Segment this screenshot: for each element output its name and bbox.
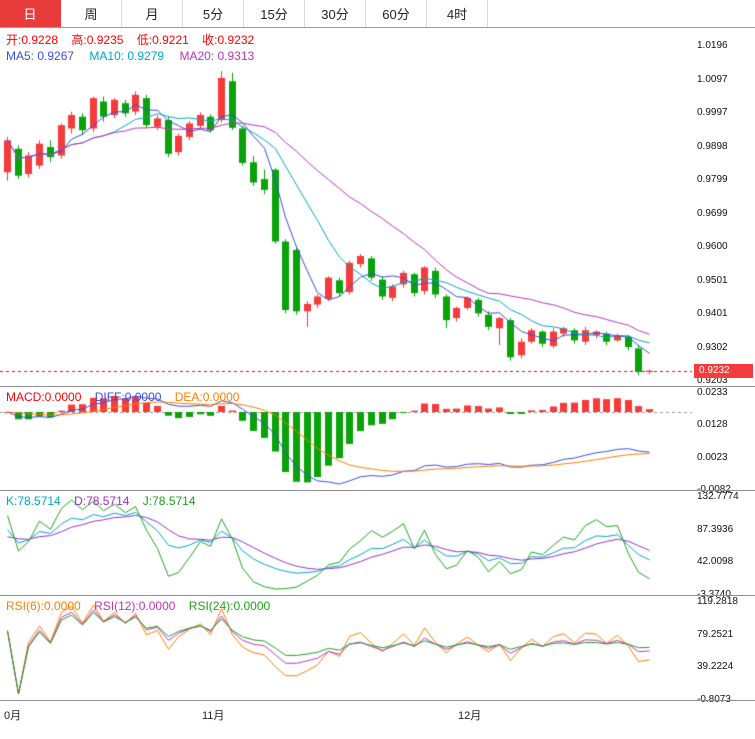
axis-label: 0.9401 <box>697 308 728 319</box>
ma5-value: MA5: 0.9267 <box>6 49 75 63</box>
tab-week[interactable]: 周 <box>61 0 122 27</box>
month-label: 11月 <box>202 710 225 722</box>
rsi24-value: RSI(24):0.0000 <box>188 599 271 613</box>
axis-label: 87.3936 <box>697 523 734 535</box>
ma20-value: MA20: 0.9313 <box>179 49 255 63</box>
month-label: 12月 <box>458 710 482 722</box>
last-price-badge: 0.9232 <box>694 364 753 378</box>
axis-label: 0.9699 <box>697 207 728 219</box>
axis-label: 1.0097 <box>697 73 728 85</box>
axis-label: 79.2521 <box>697 628 734 640</box>
open-value: 开:0.9228 <box>6 33 59 47</box>
chart-canvas[interactable] <box>0 28 692 700</box>
high-value: 高:0.9235 <box>71 33 124 47</box>
rsi-panel: RSI(6):0.0000 RSI(12):0.0000 RSI(24):0.0… <box>0 595 755 705</box>
macd-readout: MACD:0.0000 DIFF:0.0000 DEA:0.0000 <box>6 390 249 404</box>
axis-label: 0.9799 <box>697 174 728 185</box>
low-value: 低:0.9221 <box>136 33 189 47</box>
axis-label: 0.9501 <box>697 274 728 286</box>
time-axis: 0月 11月 12月 <box>0 700 755 739</box>
rsi6-value: RSI(6):0.0000 <box>6 599 81 613</box>
axis-label: 0.9203 <box>697 375 728 386</box>
axis-label: 119.2818 <box>697 596 738 607</box>
axis-label: 0.0233 <box>697 387 728 398</box>
dea-value: DEA:0.0000 <box>174 390 240 404</box>
macd-panel: MACD:0.0000 DIFF:0.0000 DEA:0.0000 0.023… <box>0 386 755 495</box>
axis-label: 42.0098 <box>697 556 734 568</box>
tab-30min[interactable]: 30分 <box>305 0 366 27</box>
rsi12-value: RSI(12):0.0000 <box>94 599 176 613</box>
kdj-axis: 132.7774 87.3936 42.0098 -3.3740 <box>697 491 753 600</box>
axis-label: 1.0196 <box>697 40 728 51</box>
macd-axis: 0.0233 0.0128 0.0023 -0.0082 <box>697 387 753 495</box>
tab-15min[interactable]: 15分 <box>244 0 305 27</box>
month-label: 0月 <box>4 710 22 722</box>
tab-4hour[interactable]: 4时 <box>427 0 488 27</box>
rsi-readout: RSI(6):0.0000 RSI(12):0.0000 RSI(24):0.0… <box>6 599 280 613</box>
axis-label: 39.2224 <box>697 661 734 673</box>
axis-label: -3.3740 <box>697 588 731 600</box>
macd-value: MACD:0.0000 <box>6 390 82 404</box>
close-value: 收:0.9232 <box>202 33 255 47</box>
kdj-readout: K:78.5714 D:78.5714 J:78.5714 <box>6 494 206 508</box>
chart-area: 开:0.9228 高:0.9235 低:0.9221 收:0.9232 MA5:… <box>0 28 755 739</box>
ma-readout: MA5: 0.9267 MA10: 0.9279 MA20: 0.9313 <box>6 49 266 63</box>
rsi-axis: 119.2818 79.2521 39.2224 -0.8073 <box>697 596 753 705</box>
ma10-value: MA10: 0.9279 <box>89 49 165 63</box>
axis-label: 0.9898 <box>697 140 728 152</box>
d-value: D:78.5714 <box>74 494 130 508</box>
k-value: K:78.5714 <box>6 494 61 508</box>
axis-label: 0.9302 <box>697 341 728 353</box>
tab-day[interactable]: 日 <box>0 0 61 27</box>
axis-label: -0.0082 <box>697 483 731 495</box>
kdj-panel: K:78.5714 D:78.5714 J:78.5714 132.7774 8… <box>0 490 755 600</box>
axis-label: 0.9600 <box>697 241 728 252</box>
axis-label: 0.0128 <box>697 419 728 431</box>
ohlc-readout: 开:0.9228 高:0.9235 低:0.9221 收:0.9232 <box>6 31 264 48</box>
price-axis: 1.0196 1.0097 0.9997 0.9898 0.9799 0.969… <box>697 40 753 386</box>
axis-label: 132.7774 <box>697 491 739 502</box>
diff-value: DIFF:0.0000 <box>94 390 162 404</box>
axis-label: 0.9997 <box>697 107 728 118</box>
axis-label: 0.0023 <box>697 451 728 463</box>
tab-month[interactable]: 月 <box>122 0 183 27</box>
price-panel: 开:0.9228 高:0.9235 低:0.9221 收:0.9232 MA5:… <box>0 28 755 386</box>
axis-label: -0.8073 <box>697 693 731 705</box>
j-value: J:78.5714 <box>142 494 196 508</box>
tab-5min[interactable]: 5分 <box>183 0 244 27</box>
tab-60min[interactable]: 60分 <box>366 0 427 27</box>
period-tabbar: 日 周 月 5分 15分 30分 60分 4时 <box>0 0 755 28</box>
